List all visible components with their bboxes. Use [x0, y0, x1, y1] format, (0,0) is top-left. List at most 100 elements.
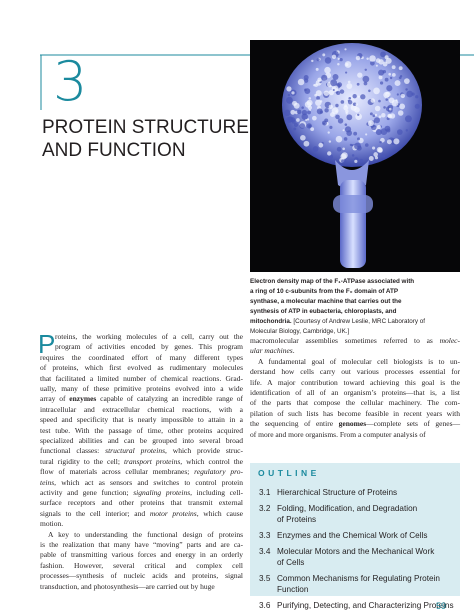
texture — [328, 104, 333, 110]
texture — [378, 115, 382, 119]
text-line: Electron density map of the F₁-ATPase as… — [250, 277, 462, 287]
outline-number: 3.5 — [259, 574, 271, 583]
text-run: transport proteins — [123, 456, 181, 466]
texture — [297, 78, 305, 86]
outline-title: Enzymes and the Chemical Work of Cells — [277, 531, 428, 540]
outline-title: of Proteins — [277, 515, 317, 524]
texture — [388, 107, 392, 111]
texture — [398, 76, 402, 80]
chapter-title: PROTEIN STRUCTURE AND FUNCTION — [42, 116, 249, 162]
outline-title: Hierarchical Structure of Proteins — [277, 488, 398, 497]
texture — [381, 113, 386, 118]
texture — [286, 86, 292, 92]
texture — [359, 158, 363, 163]
texture — [396, 129, 403, 135]
text-run: [Courtesy of Andrew Leslie, MRC Laborato… — [291, 318, 425, 325]
texture — [405, 88, 408, 91]
texture — [344, 61, 352, 68]
text-line: functional classes: structural proteins,… — [40, 446, 243, 456]
texture — [374, 156, 379, 160]
outline-title: Folding, Modification, and Degradation — [277, 504, 418, 513]
texture — [335, 110, 338, 113]
text-run: signaling proteins — [133, 488, 191, 497]
texture — [354, 159, 358, 163]
texture — [322, 53, 326, 57]
texture — [368, 89, 371, 93]
texture — [355, 113, 362, 120]
texture — [306, 99, 313, 106]
outline-number: 3.6 — [259, 601, 271, 610]
texture — [403, 78, 410, 84]
texture — [317, 77, 322, 82]
text-line: requires the coordinated effort of many … — [40, 353, 243, 363]
outline-number: 3.3 — [259, 531, 271, 540]
texture — [369, 112, 373, 116]
texture — [323, 90, 330, 96]
texture — [319, 110, 323, 114]
texture — [300, 135, 306, 141]
texture — [375, 64, 378, 67]
texture — [360, 94, 366, 100]
text-line: motion. — [40, 519, 243, 529]
text-line: of proteins, which first evolved as rudi… — [40, 363, 243, 373]
texture — [313, 84, 316, 87]
texture — [351, 154, 355, 157]
texture — [379, 81, 384, 85]
texture — [301, 106, 304, 109]
text-line: speed and specificity that is nearly imp… — [40, 415, 243, 425]
text-line: that facilitated a limited number of che… — [40, 374, 243, 384]
text-run: synthase, a molecular machine that carri… — [250, 298, 402, 305]
text-run: flow of materials across cellular membra… — [40, 467, 195, 477]
texture — [345, 71, 348, 74]
texture — [337, 57, 340, 60]
texture — [406, 90, 413, 98]
text-run: life. A major contribution toward achiev… — [250, 377, 460, 387]
texture — [344, 123, 348, 126]
text-line: teins, which act as sensors and switches… — [40, 478, 243, 488]
texture — [332, 73, 339, 80]
text-run: surface receptors and other proteins tha… — [40, 498, 243, 508]
text-run: transduction, and photosynthesis—are car… — [40, 581, 215, 591]
texture — [380, 51, 386, 58]
text-run: ually, many of these primitive proteins … — [40, 384, 243, 393]
figure-image — [250, 40, 460, 272]
text-line: specialized abilities and can be grouped… — [40, 436, 243, 446]
texture — [397, 110, 404, 116]
outline-number: 3.2 — [259, 504, 271, 513]
texture — [405, 129, 409, 132]
texture — [385, 91, 391, 98]
texture — [344, 104, 348, 108]
text-line: pable of transmitting various forces and… — [40, 550, 243, 560]
texture — [355, 55, 361, 61]
texture — [371, 124, 377, 131]
texture — [293, 122, 299, 128]
text-run: is the realization that many have “movin… — [40, 540, 243, 549]
texture — [303, 140, 310, 147]
texture — [315, 90, 322, 97]
text-line: activity and gene function; signaling pr… — [40, 488, 243, 498]
texture — [374, 105, 381, 112]
texture — [328, 140, 332, 143]
texture — [287, 116, 294, 122]
text-line: mitochondria. [Courtesy of Andrew Leslie… — [250, 317, 462, 327]
texture — [391, 72, 396, 77]
texture — [357, 95, 360, 98]
text-run: genomes — [338, 419, 367, 429]
text-line: intracellular and extracellular chemical… — [40, 405, 243, 415]
texture — [330, 112, 335, 118]
texture — [386, 85, 393, 92]
texture — [336, 146, 342, 152]
texture — [308, 124, 312, 128]
texture — [362, 75, 370, 83]
texture — [337, 118, 344, 124]
texture — [330, 79, 338, 87]
text-run: regulatory pro- — [194, 467, 243, 477]
texture — [404, 115, 412, 123]
text-line: macromolecular assemblies sometimes refe… — [250, 336, 460, 346]
outline-number: 3.4 — [259, 547, 271, 556]
text-run: pable of transmitting various forces and… — [40, 550, 243, 560]
text-line: ually, many of these primitive proteins … — [40, 384, 243, 394]
text-line: life. A major contribution toward achiev… — [250, 378, 460, 388]
texture — [356, 82, 360, 86]
